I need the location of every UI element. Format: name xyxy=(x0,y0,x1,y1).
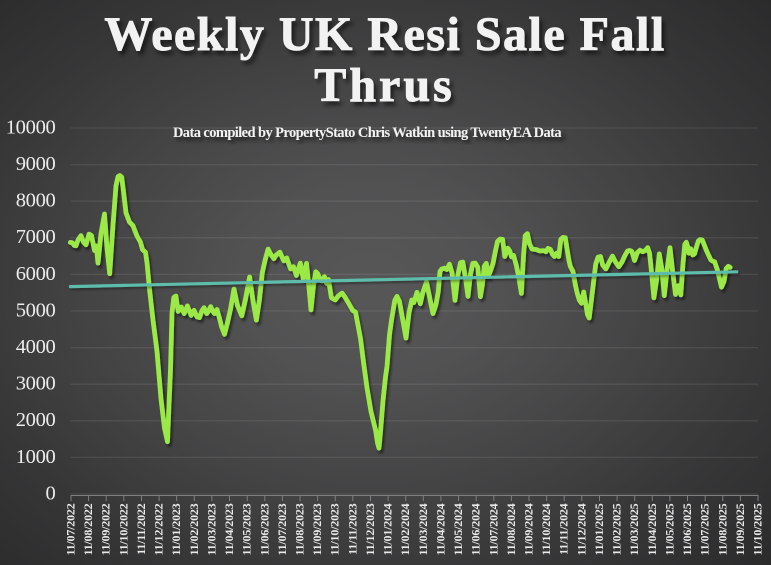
svg-text:11/05/2025: 11/05/2025 xyxy=(662,503,676,555)
svg-text:11/10/2023: 11/10/2023 xyxy=(328,503,342,555)
svg-text:11/02/2023: 11/02/2023 xyxy=(187,503,201,555)
svg-text:11/06/2024: 11/06/2024 xyxy=(469,503,483,555)
svg-text:Weekly UK Resi Sale Fall: Weekly UK Resi Sale Fall xyxy=(104,8,665,61)
svg-text:11/04/2025: 11/04/2025 xyxy=(645,503,659,555)
svg-text:11/12/2023: 11/12/2023 xyxy=(363,503,377,555)
svg-text:11/06/2025: 11/06/2025 xyxy=(680,503,694,555)
svg-text:11/09/2024: 11/09/2024 xyxy=(522,503,536,555)
svg-text:11/10/2022: 11/10/2022 xyxy=(116,503,130,555)
svg-text:11/10/2025: 11/10/2025 xyxy=(751,503,765,555)
svg-text:Thrus: Thrus xyxy=(314,59,454,112)
svg-text:11/11/2022: 11/11/2022 xyxy=(134,503,148,555)
svg-text:11/08/2024: 11/08/2024 xyxy=(504,503,518,555)
svg-text:11/11/2023: 11/11/2023 xyxy=(345,503,359,555)
svg-text:11/03/2025: 11/03/2025 xyxy=(627,503,641,555)
svg-text:11/04/2024: 11/04/2024 xyxy=(433,503,447,555)
svg-text:2000: 2000 xyxy=(16,409,56,431)
svg-text:11/12/2022: 11/12/2022 xyxy=(152,503,166,555)
svg-text:0: 0 xyxy=(46,482,56,504)
svg-text:11/01/2023: 11/01/2023 xyxy=(169,503,183,555)
svg-text:11/08/2023: 11/08/2023 xyxy=(293,503,307,555)
svg-text:11/12/2024: 11/12/2024 xyxy=(574,503,588,555)
svg-text:11/07/2025: 11/07/2025 xyxy=(698,503,712,555)
svg-text:11/11/2024: 11/11/2024 xyxy=(557,503,571,555)
svg-text:Data compiled by PropertyStato: Data compiled by PropertyStato Chris Wat… xyxy=(173,125,562,141)
svg-text:11/03/2023: 11/03/2023 xyxy=(204,503,218,555)
svg-text:11/07/2024: 11/07/2024 xyxy=(486,503,500,555)
svg-text:11/07/2022: 11/07/2022 xyxy=(64,503,78,555)
svg-text:11/07/2023: 11/07/2023 xyxy=(275,503,289,555)
svg-text:11/09/2025: 11/09/2025 xyxy=(733,503,747,555)
svg-text:10000: 10000 xyxy=(6,116,56,138)
svg-text:5000: 5000 xyxy=(16,299,56,321)
svg-text:9000: 9000 xyxy=(16,153,56,175)
svg-text:8000: 8000 xyxy=(16,190,56,212)
svg-text:11/09/2022: 11/09/2022 xyxy=(99,503,113,555)
svg-text:4000: 4000 xyxy=(16,336,56,358)
svg-text:11/10/2024: 11/10/2024 xyxy=(539,503,553,555)
svg-text:11/01/2024: 11/01/2024 xyxy=(381,503,395,555)
svg-text:11/05/2023: 11/05/2023 xyxy=(240,503,254,555)
svg-text:11/02/2025: 11/02/2025 xyxy=(610,503,624,555)
svg-text:11/06/2023: 11/06/2023 xyxy=(257,503,271,555)
svg-text:7000: 7000 xyxy=(16,226,56,248)
svg-text:11/08/2022: 11/08/2022 xyxy=(81,503,95,555)
svg-text:1000: 1000 xyxy=(16,446,56,468)
svg-text:11/08/2025: 11/08/2025 xyxy=(715,503,729,555)
svg-text:3000: 3000 xyxy=(16,373,56,395)
svg-text:11/05/2024: 11/05/2024 xyxy=(451,503,465,555)
svg-text:11/04/2023: 11/04/2023 xyxy=(222,503,236,555)
svg-text:11/01/2025: 11/01/2025 xyxy=(592,503,606,555)
svg-text:11/09/2023: 11/09/2023 xyxy=(310,503,324,555)
svg-text:11/02/2024: 11/02/2024 xyxy=(398,503,412,555)
svg-text:11/03/2024: 11/03/2024 xyxy=(416,503,430,555)
svg-text:6000: 6000 xyxy=(16,263,56,285)
